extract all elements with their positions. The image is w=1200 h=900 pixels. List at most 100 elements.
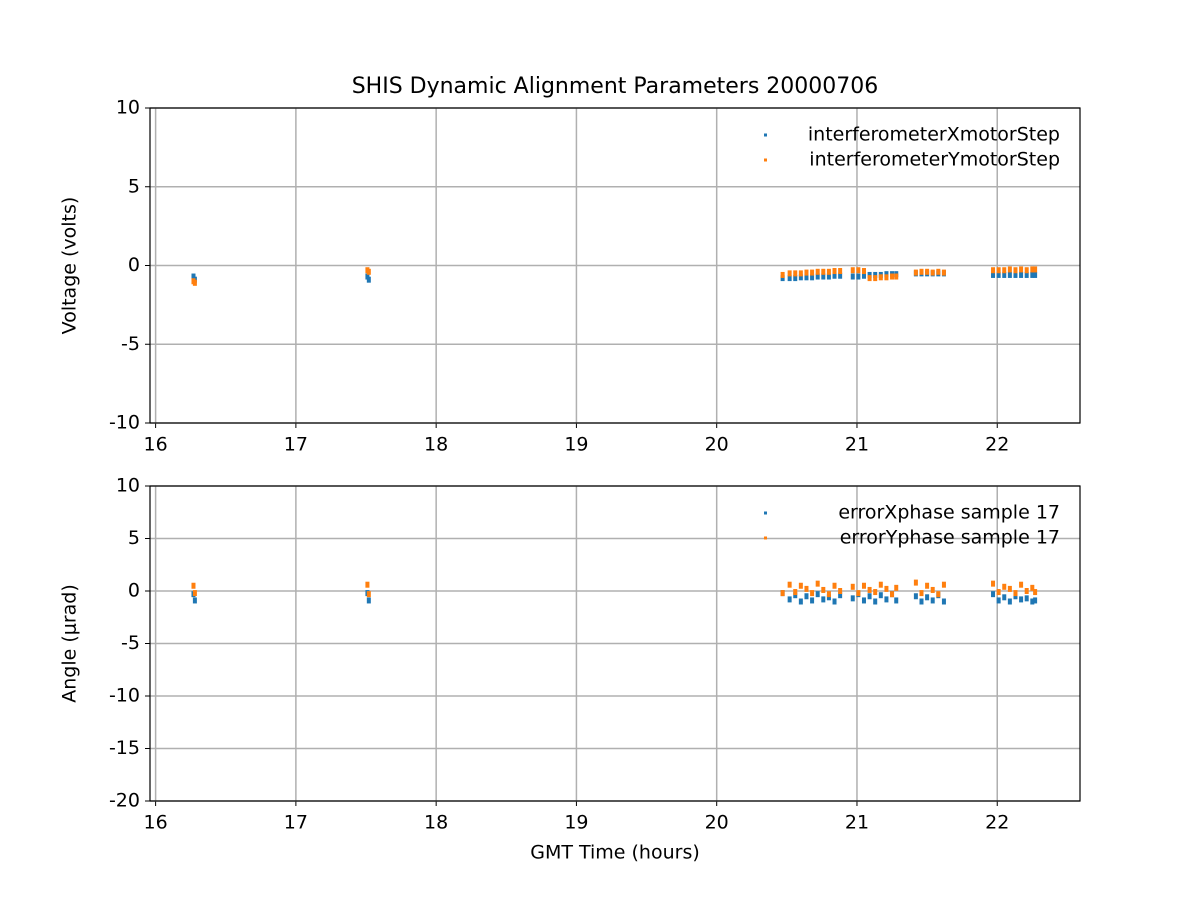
data-point bbox=[850, 583, 855, 590]
data-point bbox=[793, 275, 798, 282]
data-point bbox=[832, 268, 837, 275]
x-tick-label: 20 bbox=[705, 434, 729, 456]
data-point bbox=[1013, 271, 1018, 278]
data-point bbox=[1007, 585, 1012, 592]
x-tick-label: 18 bbox=[424, 812, 448, 834]
data-point bbox=[804, 593, 809, 600]
data-point bbox=[832, 582, 837, 589]
data-point bbox=[192, 597, 197, 604]
data-point bbox=[1002, 583, 1007, 590]
y-axis-label: Voltage (volts) bbox=[59, 197, 81, 335]
data-point bbox=[861, 597, 866, 604]
data-point bbox=[798, 582, 803, 589]
data-point bbox=[821, 273, 826, 280]
data-point bbox=[884, 271, 889, 278]
axes-frame bbox=[149, 107, 1081, 424]
data-point bbox=[996, 597, 1001, 604]
data-point bbox=[913, 593, 918, 600]
data-point bbox=[894, 597, 899, 604]
data-point bbox=[1033, 271, 1038, 278]
data-point bbox=[365, 581, 370, 588]
x-tick-label: 22 bbox=[985, 434, 1009, 456]
data-point bbox=[1033, 589, 1038, 596]
data-point bbox=[798, 274, 803, 281]
data-point bbox=[1013, 593, 1018, 600]
data-point bbox=[856, 267, 861, 274]
data-point bbox=[919, 598, 924, 605]
y-tick-label: -15 bbox=[109, 737, 140, 759]
data-point bbox=[884, 596, 889, 603]
legend-marker bbox=[764, 536, 767, 540]
data-point bbox=[878, 592, 883, 599]
data-point bbox=[832, 272, 837, 279]
data-point bbox=[1007, 598, 1012, 605]
data-point bbox=[1002, 267, 1007, 274]
data-point bbox=[787, 581, 792, 588]
data-point bbox=[930, 586, 935, 593]
data-point bbox=[941, 581, 946, 588]
data-point bbox=[821, 586, 826, 593]
chart-title: SHIS Dynamic Alignment Parameters 200007… bbox=[352, 74, 879, 99]
data-point bbox=[780, 271, 785, 278]
data-point bbox=[1019, 266, 1024, 273]
data-point bbox=[1030, 598, 1035, 605]
data-point bbox=[890, 273, 895, 280]
data-point bbox=[815, 273, 820, 280]
data-point bbox=[821, 268, 826, 275]
axes-frame bbox=[149, 485, 1081, 802]
data-point bbox=[919, 268, 924, 275]
data-point bbox=[793, 589, 798, 596]
data-point bbox=[793, 270, 798, 277]
legend-label: errorXphase sample 17 bbox=[838, 502, 1060, 524]
legend-marker bbox=[764, 158, 767, 162]
data-point bbox=[815, 268, 820, 275]
data-point bbox=[780, 590, 785, 597]
x-tick-label: 16 bbox=[144, 812, 168, 834]
data-point bbox=[365, 273, 370, 280]
data-point bbox=[884, 274, 889, 281]
data-point bbox=[826, 594, 831, 601]
data-point bbox=[192, 279, 197, 286]
data-point bbox=[884, 585, 889, 592]
data-point bbox=[867, 271, 872, 278]
data-point bbox=[913, 579, 918, 586]
data-point bbox=[867, 586, 872, 593]
data-point bbox=[787, 275, 792, 282]
data-point bbox=[894, 584, 899, 591]
x-tick-label: 17 bbox=[284, 812, 308, 834]
data-point bbox=[1033, 266, 1038, 273]
x-axis-label: GMT Time (hours) bbox=[530, 842, 700, 864]
data-point bbox=[787, 270, 792, 277]
data-point bbox=[1007, 266, 1012, 273]
data-point bbox=[1019, 596, 1024, 603]
data-point bbox=[861, 582, 866, 589]
x-tick-label: 21 bbox=[845, 434, 869, 456]
data-point bbox=[804, 269, 809, 276]
x-tick-label: 22 bbox=[985, 812, 1009, 834]
data-point bbox=[1024, 267, 1029, 274]
data-point bbox=[856, 273, 861, 280]
data-point bbox=[1030, 266, 1035, 273]
data-point bbox=[1013, 590, 1018, 597]
data-point bbox=[838, 588, 843, 594]
legend-label: errorYphase sample 17 bbox=[840, 527, 1060, 549]
data-point bbox=[867, 275, 872, 282]
data-point bbox=[850, 267, 855, 274]
data-point bbox=[1033, 597, 1038, 604]
x-tick-label: 19 bbox=[564, 434, 588, 456]
data-point bbox=[996, 271, 1001, 278]
subplot: 16 17 18 19 20 21 22 -20 -15 -10 -5 0 5 10 GMT Time (h… bbox=[59, 475, 1081, 864]
data-point bbox=[810, 274, 815, 281]
data-point bbox=[1030, 271, 1035, 278]
data-point bbox=[804, 585, 809, 592]
data-point bbox=[798, 598, 803, 605]
data-point bbox=[366, 276, 371, 283]
y-tick-label: -5 bbox=[121, 632, 140, 654]
data-point bbox=[850, 273, 855, 280]
data-point bbox=[815, 580, 820, 587]
y-tick-label: -20 bbox=[109, 790, 140, 812]
data-point bbox=[850, 595, 855, 602]
data-point bbox=[366, 591, 371, 598]
data-point bbox=[821, 596, 826, 603]
x-tick-label: 18 bbox=[424, 434, 448, 456]
